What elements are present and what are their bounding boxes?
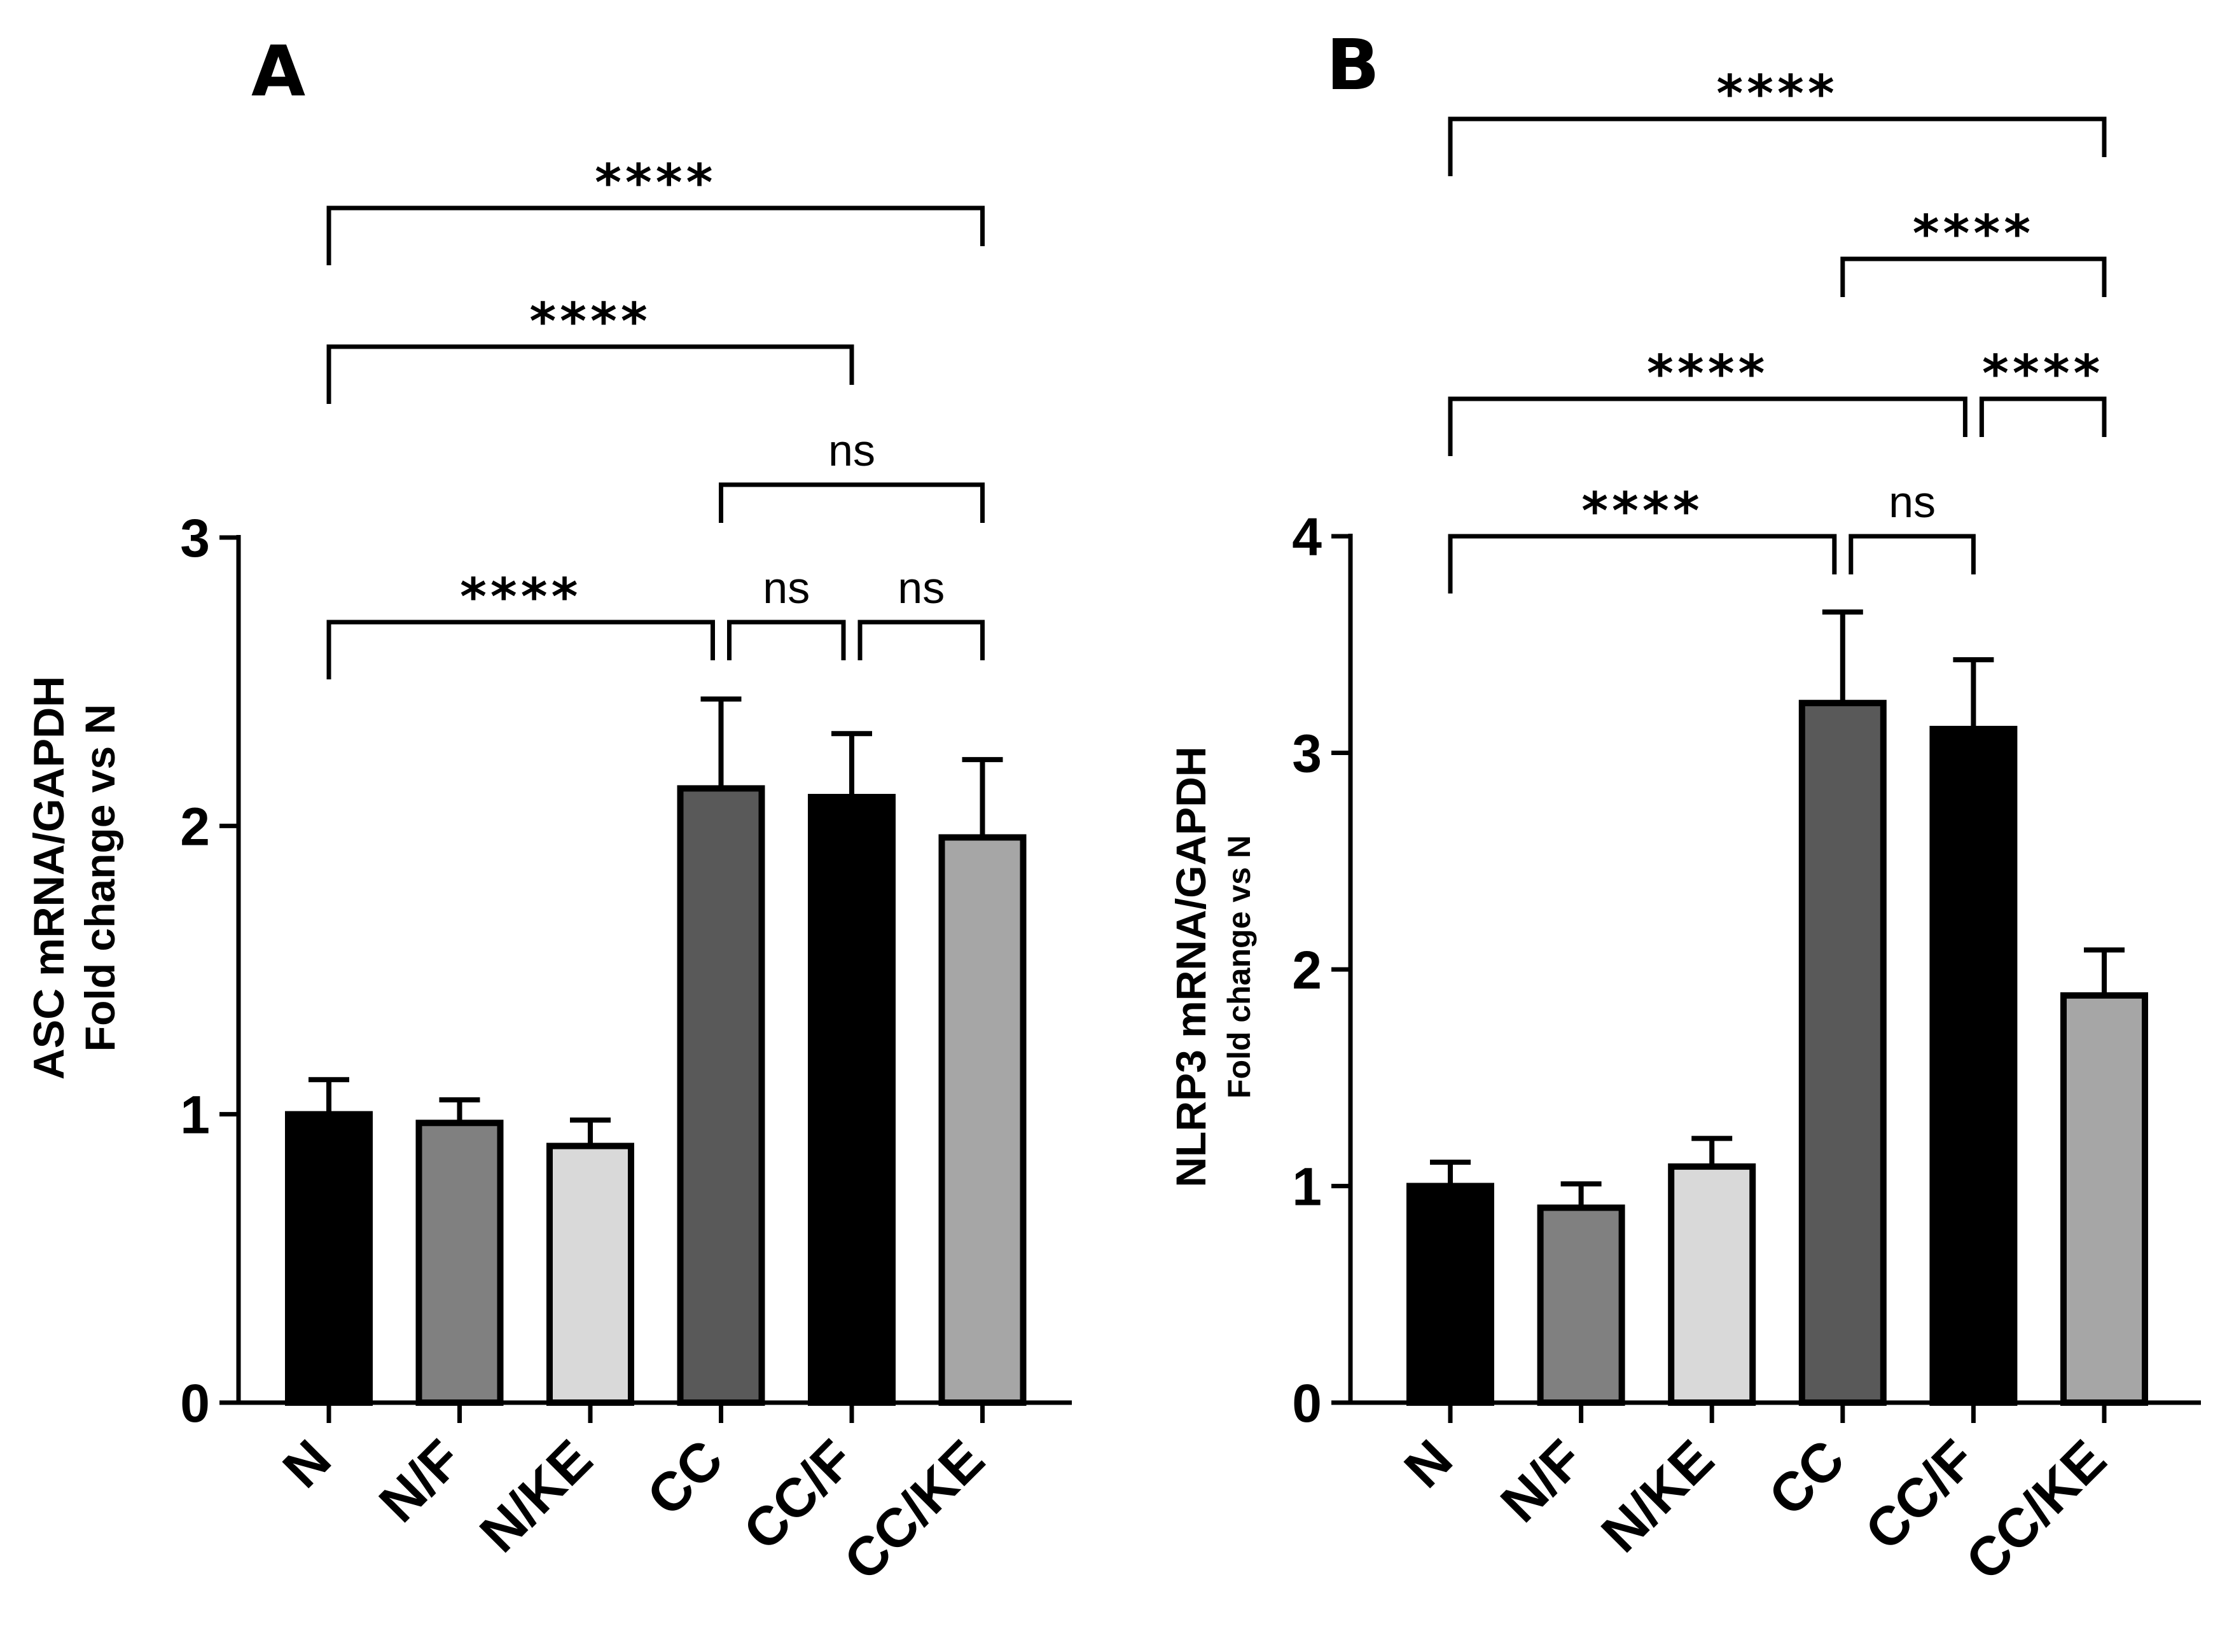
panel-b-y-axis-label-line1: NLRP3 mRNA/GAPDH bbox=[1167, 746, 1214, 1187]
panel-a-category-label: N/F bbox=[368, 1429, 473, 1534]
panel-a-category-label: N bbox=[272, 1429, 343, 1500]
panel-b-significance-label: **** bbox=[1982, 344, 2104, 403]
panel-a-category-label: CC/KE bbox=[833, 1429, 996, 1592]
panel-a-bar-cc bbox=[677, 785, 765, 1406]
panel-a-y-tick-label: 0 bbox=[180, 1373, 210, 1433]
panel-a-significance-bracket bbox=[727, 620, 846, 660]
panel-a-bar-n-ke bbox=[546, 1142, 634, 1406]
panel-a-bar-n-f bbox=[415, 1120, 504, 1406]
panel-b: B NLRP3 mRNA/GAPDH Fold change vs N 0 1 2 3… bbox=[1167, 24, 2201, 1592]
panel-b-significance-label: ns bbox=[1889, 477, 1936, 527]
panel-b-label: B bbox=[1326, 24, 1380, 106]
panel-b-significance-bracket bbox=[1448, 396, 1967, 456]
panel-a-bar-cc-f bbox=[808, 794, 896, 1406]
panel-b-significance-bracket bbox=[1448, 116, 2107, 176]
panel-a-label: A bbox=[251, 31, 305, 112]
panel-b-significance-label: **** bbox=[1716, 64, 1838, 123]
panel-b-category-label: N bbox=[1393, 1429, 1464, 1500]
panel-a-y-axis-label: ASC mRNA/GAPDH Fold change vs N bbox=[25, 676, 123, 1080]
panel-b-bar-cc-f bbox=[1929, 726, 2018, 1406]
panel-b-significance-bracket bbox=[1448, 534, 1837, 593]
panel-b-bar-cc-ke bbox=[2060, 992, 2148, 1406]
panel-a-significance-bracket bbox=[719, 482, 985, 523]
panel-b-category-label: CC bbox=[1758, 1429, 1857, 1528]
panel-b-significance-label: **** bbox=[1581, 482, 1703, 541]
panel-a-y-tick-label: 3 bbox=[180, 508, 210, 568]
panel-b-bar-cc bbox=[1798, 700, 1887, 1406]
panel-b-y-tick-label: 2 bbox=[1292, 940, 1322, 1000]
panel-b-y-tick-label: 0 bbox=[1292, 1373, 1322, 1433]
panel-a-significance-label: ns bbox=[828, 426, 875, 475]
panel-a-significance-label: ns bbox=[763, 563, 810, 613]
panel-a-significance-bracket bbox=[857, 620, 985, 660]
panel-b-significance-bracket bbox=[1849, 534, 1976, 574]
panel-b-y-axis-label-line2: Fold change vs N bbox=[1221, 835, 1257, 1099]
panel-a-significance-label: **** bbox=[529, 292, 651, 351]
panel-a-y-tick-label: 2 bbox=[180, 796, 210, 856]
panel-a-y-axis-label-line1: ASC mRNA/GAPDH bbox=[25, 676, 73, 1080]
panel-b-category-label: N/KE bbox=[1590, 1429, 1725, 1564]
panel-a-category-label: CC bbox=[635, 1429, 735, 1528]
panel-b-y-tick-label: 4 bbox=[1292, 507, 1322, 567]
panel-a-y-axis-label-line2: Fold change vs N bbox=[76, 704, 123, 1052]
panel-b-y-axis-label: NLRP3 mRNA/GAPDH Fold change vs N bbox=[1167, 746, 1257, 1187]
panel-a-category-label: N/KE bbox=[468, 1429, 604, 1564]
panel-a-significance-bracket bbox=[326, 344, 854, 404]
panel-b-significance-label: **** bbox=[1647, 344, 1768, 403]
panel-a-significance-bracket bbox=[326, 205, 985, 265]
panel-b-bar-n bbox=[1406, 1183, 1494, 1406]
panel-b-category-label: N/F bbox=[1489, 1429, 1595, 1534]
panel-b-y-tick-label: 3 bbox=[1292, 724, 1322, 784]
panel-a-significance-label: **** bbox=[460, 567, 581, 627]
panel-a-y-tick-label: 1 bbox=[180, 1085, 210, 1145]
panel-a-significance-bracket bbox=[326, 620, 715, 679]
panel-b-bar-n-f bbox=[1537, 1204, 1625, 1406]
panel-b-category-label: CC/KE bbox=[1954, 1429, 2118, 1592]
panel-b-significance-bracket bbox=[1979, 396, 2107, 437]
panel-b-y-tick-label: 1 bbox=[1292, 1157, 1322, 1217]
panel-b-significance-bracket bbox=[1840, 256, 2107, 297]
panel-b-bar-n-ke bbox=[1668, 1163, 1756, 1406]
panel-a-significance-label: **** bbox=[595, 153, 716, 212]
panel-a-significance-label: ns bbox=[898, 563, 945, 613]
panel-b-significance-label: **** bbox=[1913, 204, 2034, 263]
panel-a-bar-n bbox=[285, 1111, 373, 1406]
panel-a-bar-cc-ke bbox=[938, 834, 1027, 1406]
